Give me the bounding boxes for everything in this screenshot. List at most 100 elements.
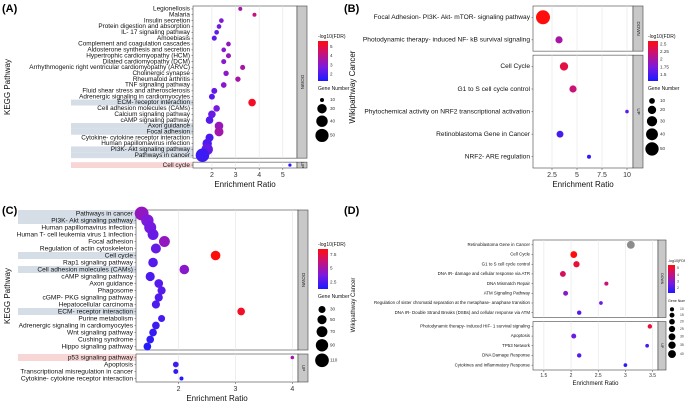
label-highlight: [18, 252, 136, 259]
row-label: Focal adhesion: [147, 129, 191, 136]
size-legend-label: 30: [330, 307, 336, 312]
data-point: [240, 64, 246, 70]
facet-label-down: DOWN: [636, 21, 641, 35]
label-highlight: [18, 266, 136, 273]
data-point: [210, 250, 221, 261]
row-label: Hepatocellular carcinoma: [59, 301, 134, 308]
row-label: Regulation of actin cytoskeleton: [40, 245, 133, 252]
data-point: [146, 335, 155, 344]
row-label: DNA IR- Double Strand Breaks (DSBs) and …: [395, 310, 531, 315]
row-label: cAMP signaling pathway: [120, 117, 190, 124]
data-point: [149, 328, 157, 337]
row-label: ECM- receptor interaction: [117, 99, 190, 106]
size-legend-dot: [646, 128, 658, 141]
row-label: cAMP signaling pathway: [61, 273, 133, 280]
row-label: Cell Cycle: [500, 63, 530, 70]
row-label: Complement and coagulation cascades: [78, 41, 190, 48]
x-axis-label: Enrichment Ratio: [552, 180, 614, 189]
size-legend-dot: [316, 326, 328, 338]
x-tick-label: 2: [570, 373, 573, 379]
size-legend-dot: [315, 128, 329, 143]
color-legend-title: -log10(FDR): [318, 242, 346, 248]
row-label: Fluid shear stress and atherosclerosis: [82, 88, 190, 95]
row-label: Cytokines and Inflammatory Response: [455, 362, 531, 367]
size-legend-title: Gene Number: [318, 294, 350, 300]
data-point: [221, 47, 227, 53]
panel-label: (B): [344, 3, 360, 15]
size-legend-label: 30: [680, 335, 684, 339]
data-point: [158, 236, 170, 247]
size-legend-dot: [315, 353, 329, 368]
row-label: Axon guidance: [148, 123, 191, 130]
color-legend-bar: [318, 249, 328, 289]
data-point: [145, 271, 155, 282]
size-legend-label: 30: [330, 106, 336, 111]
facet-label-up: UP: [301, 365, 306, 371]
row-label: Hypertrophic cardiomyopathy (HCM): [86, 52, 190, 59]
color-legend-tick: 7.5: [330, 252, 337, 257]
y-axis-label: KEGG Pathway: [3, 268, 12, 324]
row-label: Transcriptional misregulation in cancer: [20, 368, 133, 375]
y-axis-label: Wikipathway Cancer: [348, 50, 357, 123]
size-legend-dot: [320, 98, 324, 102]
size-legend-label: 10: [660, 98, 666, 103]
x-tick-label: 3.5: [649, 373, 656, 379]
size-legend-dot: [668, 350, 676, 358]
panel-label: (C): [2, 205, 18, 217]
data-point: [559, 62, 569, 71]
row-label: Rheumatoid arthritis: [133, 76, 190, 83]
data-point: [223, 70, 229, 76]
facet-strip: [632, 5, 644, 52]
data-point: [647, 324, 653, 329]
size-legend-dot: [669, 312, 675, 318]
x-axis-label: Enrichment Ratio: [186, 394, 248, 403]
data-point: [569, 85, 577, 93]
data-point: [559, 270, 566, 277]
data-point: [211, 35, 217, 41]
size-legend-dot: [668, 341, 676, 349]
row-label: Apoptosis: [511, 333, 531, 338]
size-legend-dot: [668, 333, 676, 341]
row-label: DNA Mismatch Repair: [487, 281, 531, 286]
plot-area: [532, 239, 659, 318]
data-point: [290, 355, 295, 360]
size-legend-dot: [318, 306, 326, 314]
color-legend-title: -log10(FDR): [318, 34, 346, 40]
x-tick-label: 2: [210, 172, 214, 179]
row-label: Cytokine- cytokine receptor interaction: [81, 134, 190, 141]
data-point: [205, 116, 214, 124]
data-point: [555, 36, 563, 44]
y-axis-label: KEGG Pathway: [3, 59, 12, 115]
data-point: [288, 163, 292, 167]
color-legend-tick: 1.75: [660, 64, 669, 69]
x-tick-label: 4: [257, 172, 261, 179]
row-label: Insulin secretion: [144, 17, 191, 24]
data-point: [179, 376, 184, 381]
row-label: Focal adhesion: [88, 238, 133, 245]
data-point: [645, 343, 649, 348]
x-tick-label: 2: [177, 386, 181, 393]
color-legend-tick: 2: [677, 286, 679, 290]
data-point: [599, 301, 603, 305]
x-tick-label: 2.5: [595, 373, 602, 379]
label-highlight: [71, 162, 193, 168]
size-legend-label: 30: [660, 118, 666, 123]
x-tick-label: 4: [290, 386, 294, 393]
plot-area: [532, 321, 659, 371]
color-legend-bar: [668, 265, 675, 293]
label-highlight: [71, 123, 193, 129]
data-point: [225, 53, 231, 59]
data-point: [237, 307, 245, 316]
data-point: [154, 293, 163, 302]
color-legend-tick: 1.5: [660, 72, 667, 77]
row-label: TNF signaling pathway: [125, 82, 191, 89]
data-point: [208, 93, 215, 100]
data-point: [213, 105, 220, 112]
color-legend-tick: 3: [677, 280, 679, 284]
row-label: Cholinergic synapse: [132, 70, 190, 77]
x-tick-label: 7.5: [597, 172, 607, 179]
row-label: Retinoblastoma Gene in Cancer: [436, 131, 531, 138]
row-label: ATM Signaling Pathway: [484, 290, 531, 295]
row-label: Human papillomavirus infection: [41, 224, 133, 231]
row-label: Purine metabolism: [78, 315, 133, 322]
